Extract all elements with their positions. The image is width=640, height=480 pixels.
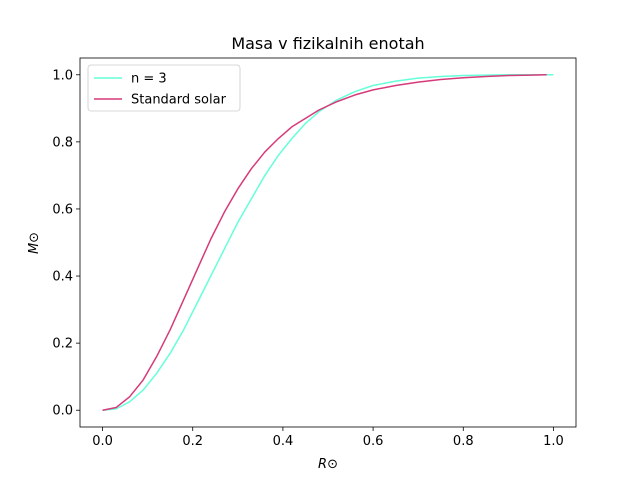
y-axis-label: M⊙ xyxy=(27,232,42,254)
y-tick-label: 0.4 xyxy=(52,270,73,285)
y-tick-label: 0.0 xyxy=(52,404,73,419)
axes-frame xyxy=(79,57,577,428)
x-tick-label: 0.2 xyxy=(182,434,203,449)
x-tick-label: 0.0 xyxy=(92,434,113,449)
x-tick-label: 0.6 xyxy=(363,434,384,449)
y-tick-label: 0.2 xyxy=(52,337,73,352)
legend-label: Standard solar xyxy=(131,93,227,108)
x-tick-label: 0.4 xyxy=(273,434,294,449)
x-tick-label: 0.8 xyxy=(453,434,474,449)
plot-area: 0.0 0.2 0.4 0.6 0.8 1.0 0.0 0.2 0.4 0.6 0.8 1.0 n = … xyxy=(52,57,577,449)
x-tick-label: 1.0 xyxy=(543,434,564,449)
y-tick-label: 0.8 xyxy=(52,135,73,150)
y-tick-label: 0.6 xyxy=(52,202,73,217)
legend-box xyxy=(87,64,241,112)
chart-title: Masa v fizikalnih enotah xyxy=(231,34,424,53)
series-line-n3 xyxy=(102,74,554,411)
legend-label: n = 3 xyxy=(131,72,167,87)
series-line-standard-solar xyxy=(102,74,547,411)
x-axis-label: R⊙ xyxy=(318,457,338,472)
y-tick-label: 1.0 xyxy=(52,68,73,83)
